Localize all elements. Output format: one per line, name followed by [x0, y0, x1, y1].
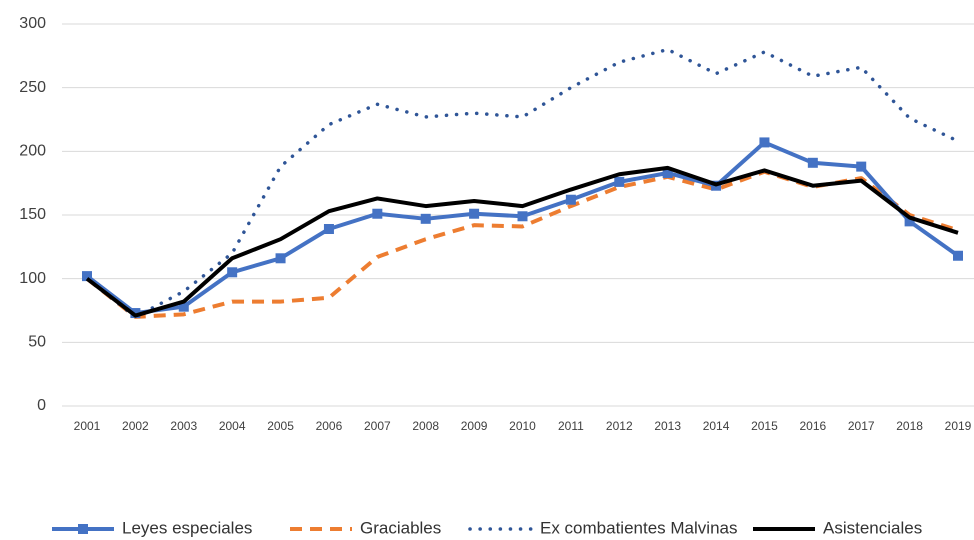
legend-label: Ex combatientes Malvinas: [540, 518, 737, 537]
marker: [565, 194, 576, 205]
marker: [178, 301, 189, 312]
legend-marker: [78, 524, 88, 534]
marker: [662, 167, 673, 178]
marker: [953, 250, 963, 261]
x-tick-label: 2016: [799, 419, 826, 433]
legend-label: Leyes especiales: [122, 518, 252, 537]
legend-label: Asistenciales: [823, 518, 922, 537]
marker: [227, 267, 238, 278]
marker: [469, 208, 480, 219]
y-tick-label: 0: [37, 397, 46, 414]
marker: [372, 208, 383, 219]
x-tick-label: 2013: [654, 419, 681, 433]
series-line: [85, 165, 959, 318]
x-tick-label: 2008: [412, 419, 439, 433]
marker: [130, 308, 141, 319]
x-tick-label: 2011: [558, 419, 584, 433]
legend-item: Leyes especiales: [52, 518, 252, 537]
y-tick-label: 200: [19, 143, 46, 160]
x-tick-label: 2012: [606, 419, 633, 433]
marker: [856, 161, 867, 172]
x-tick-label: 2007: [364, 419, 391, 433]
y-tick-label: 250: [19, 79, 46, 96]
marker: [82, 271, 92, 282]
y-tick-label: 150: [19, 206, 46, 223]
y-tick-label: 100: [19, 270, 46, 287]
legend-item: Ex combatientes Malvinas: [468, 518, 737, 537]
y-tick-label: 50: [28, 334, 46, 351]
marker: [517, 211, 528, 222]
x-tick-label: 2009: [461, 419, 488, 433]
marker: [807, 157, 818, 168]
x-tick-label: 2006: [316, 419, 343, 433]
x-tick-label: 2004: [219, 419, 246, 433]
marker: [759, 137, 770, 148]
x-tick-label: 2002: [122, 419, 149, 433]
legend-item: Graciables: [290, 518, 441, 537]
marker: [275, 253, 286, 264]
marker: [420, 213, 431, 224]
x-tick-label: 2015: [751, 419, 778, 433]
marker: [904, 216, 915, 227]
marker: [323, 224, 334, 235]
x-tick-label: 2017: [848, 419, 875, 433]
series-line: [85, 169, 959, 319]
legend-item: Asistenciales: [753, 518, 922, 537]
y-tick-label: 300: [19, 15, 46, 32]
x-tick-label: 2010: [509, 419, 536, 433]
x-tick-label: 2001: [74, 419, 101, 433]
marker: [614, 176, 625, 187]
x-tick-label: 2019: [945, 419, 972, 433]
x-tick-label: 2003: [170, 419, 197, 433]
x-tick-label: 2014: [703, 419, 730, 433]
x-tick-label: 2018: [896, 419, 923, 433]
legend-label: Graciables: [360, 518, 441, 537]
x-tick-label: 2005: [267, 419, 294, 433]
